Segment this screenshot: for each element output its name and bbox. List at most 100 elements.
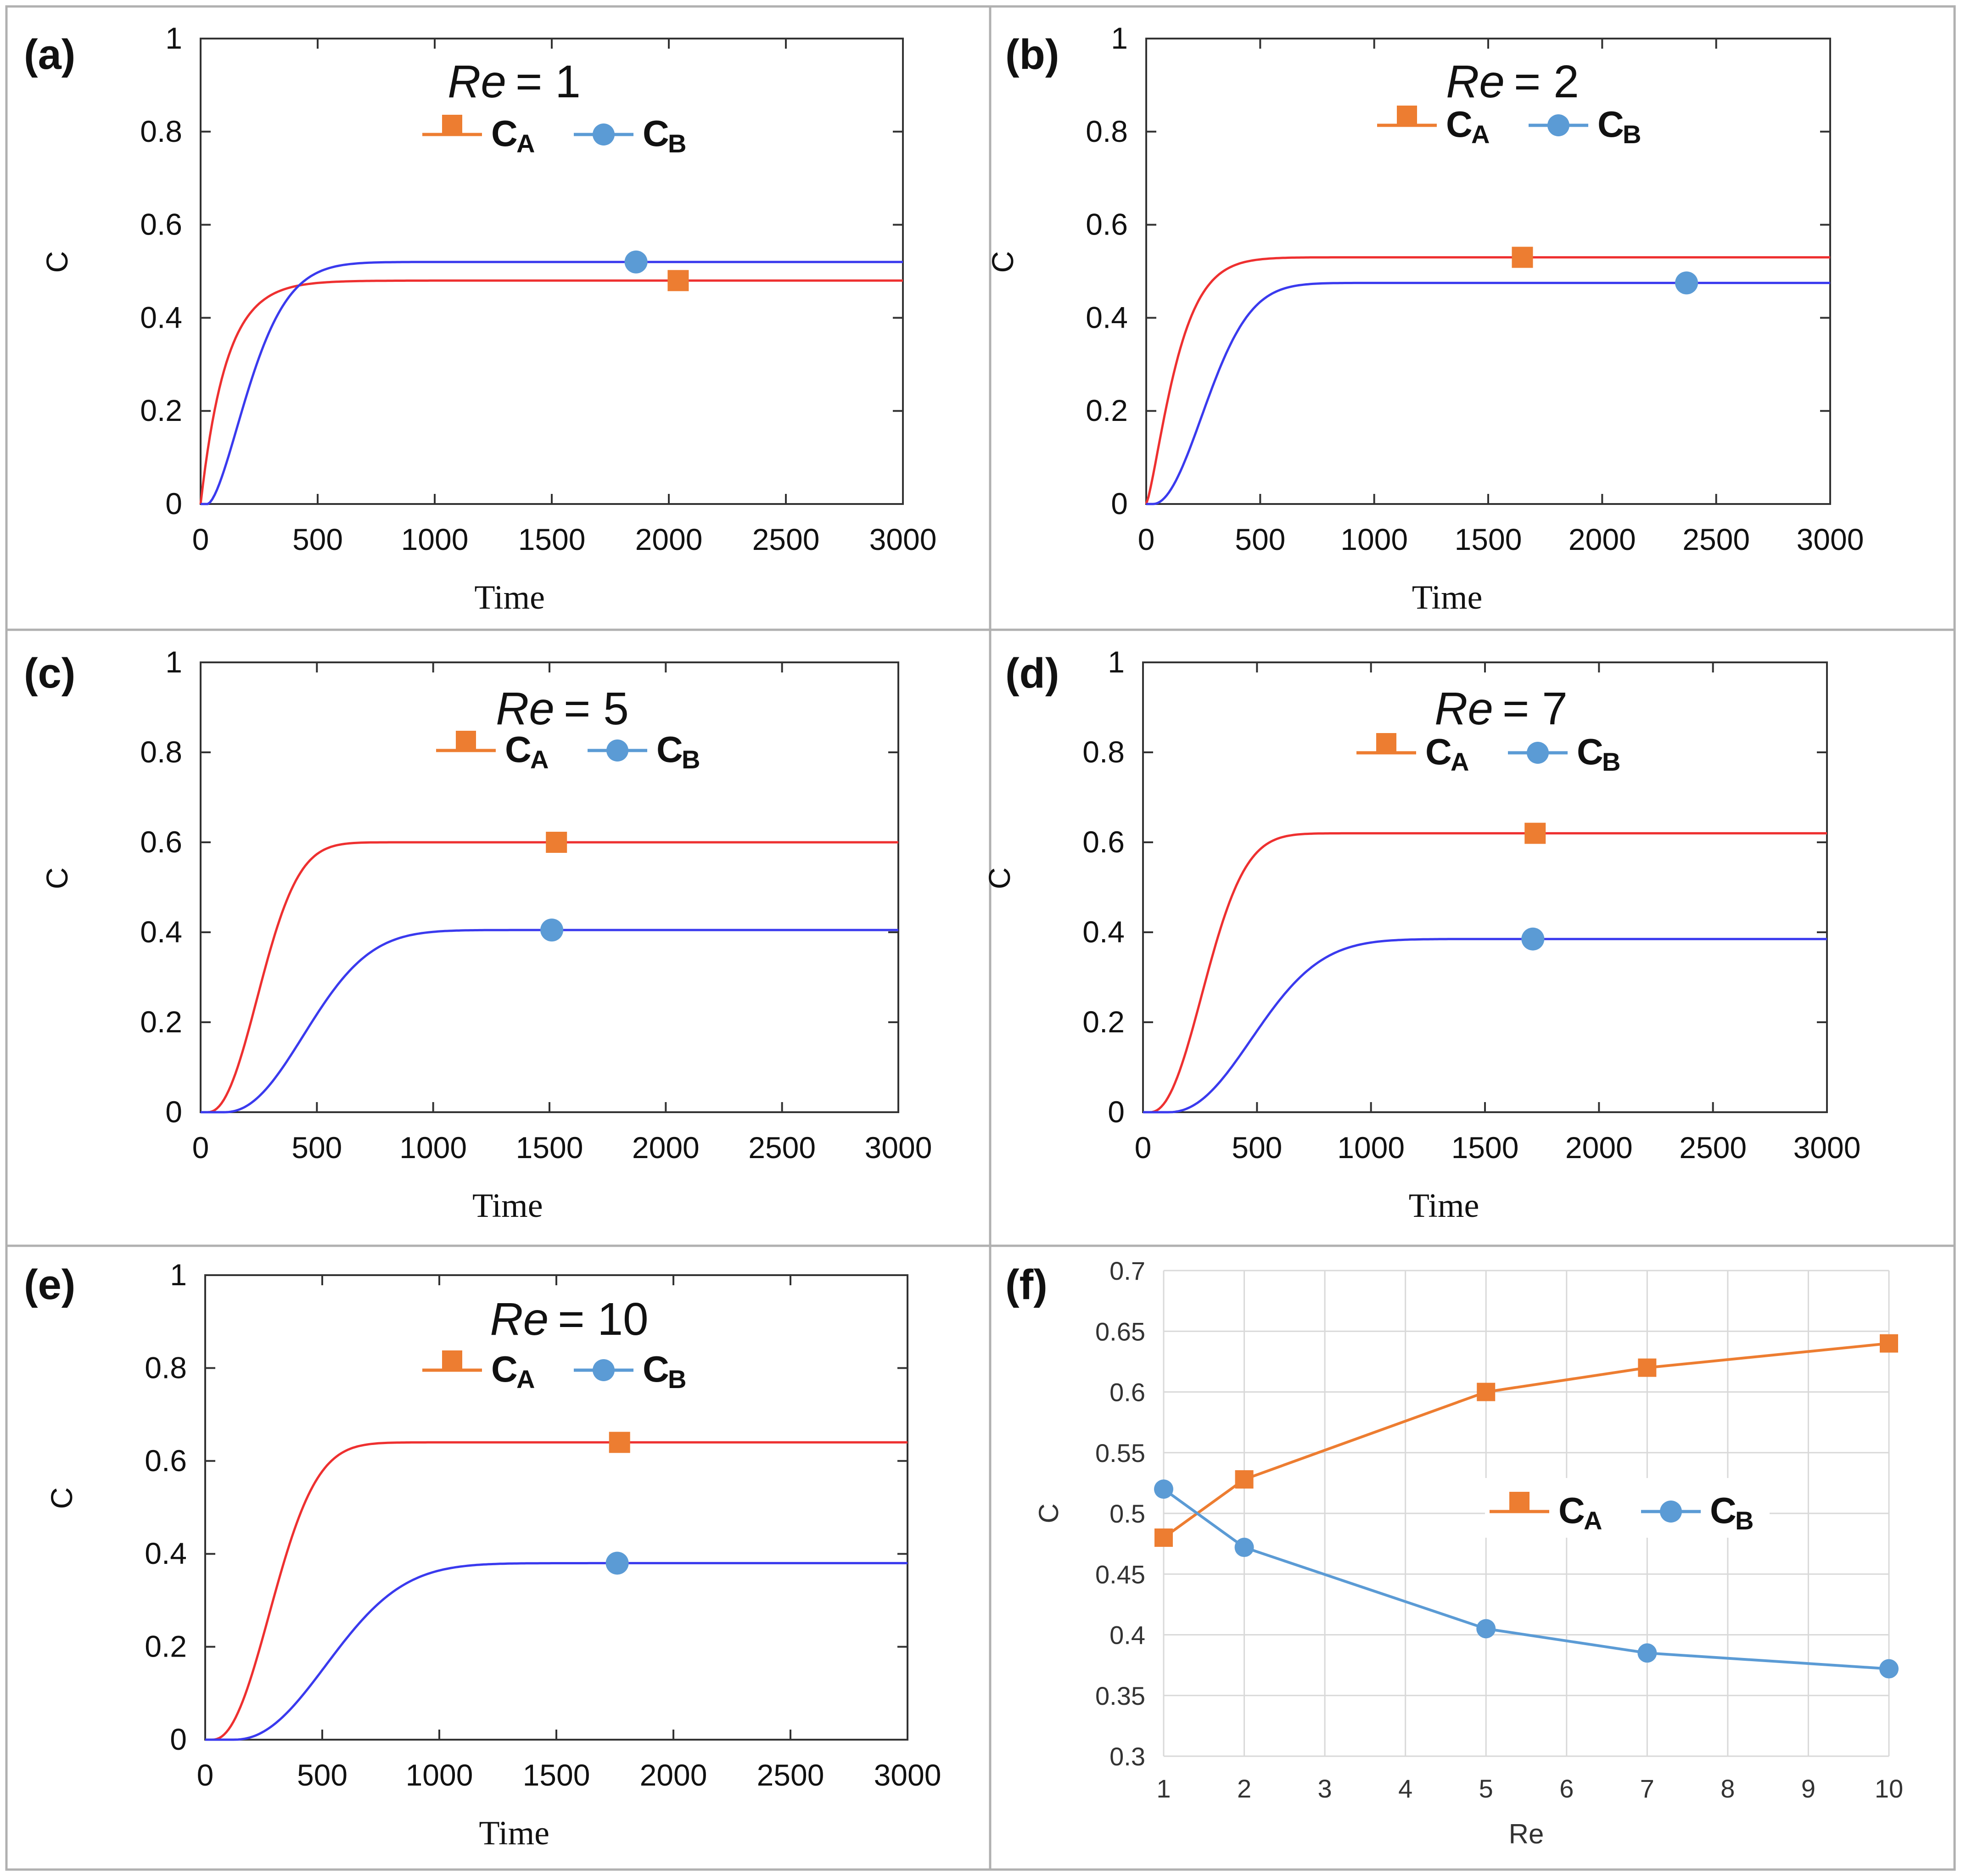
y-tick-label: 0.55 [1095, 1439, 1145, 1467]
data-point-CB [1476, 1619, 1496, 1639]
y-tick-label: 0.45 [1095, 1560, 1145, 1589]
y-tick-label: 0 [170, 1722, 187, 1756]
panel-a: (a) 0 0.2 0.4 0.6 0.8 1 0 500 1000 1500 2000 2500 300… [24, 21, 936, 616]
x-tick-label: 1500 [518, 522, 586, 556]
data-marker-CB [1521, 927, 1545, 951]
y-tick-label: 0.5 [1109, 1499, 1145, 1528]
legend-marker-square [1509, 1492, 1530, 1512]
title-value: = 10 [558, 1294, 648, 1345]
y-tick-label: 0.8 [145, 1350, 187, 1384]
x-tick-label: 1500 [523, 1758, 590, 1792]
data-point-CB [1234, 1538, 1254, 1557]
x-axis-label: Time [1409, 1187, 1479, 1225]
chart-title: Re = 1 [448, 56, 581, 107]
y-tick-label: 0.3 [1109, 1742, 1145, 1771]
panel-grid [5, 5, 1956, 1871]
y-tick-label: 0.8 [1086, 114, 1128, 148]
y-tick-label: 0.6 [145, 1444, 187, 1478]
y-tick-label: 0 [1108, 1095, 1125, 1129]
legend-label-sub: B [1602, 747, 1620, 776]
x-tick-label: 2500 [1679, 1131, 1747, 1165]
data-point-CA [1880, 1334, 1898, 1353]
y-tick-label: 0.2 [1082, 1005, 1125, 1039]
series-line-CA [205, 1441, 908, 1741]
data-marker-CB [624, 250, 648, 274]
x-tick-label: 500 [1235, 522, 1285, 556]
x-tick-label: 1500 [1451, 1131, 1519, 1165]
panel-d: (d) 0 0.2 0.4 0.6 0.8 1 0 500 1000 1500 2000 2500 300… [982, 645, 1860, 1225]
x-tick-label: 2500 [1682, 522, 1750, 556]
series-line-CB [1143, 938, 1827, 1114]
x-tick-label: 3000 [1793, 1131, 1861, 1165]
y-tick-label: 0.4 [1086, 300, 1128, 334]
legend-marker-circle [1527, 742, 1549, 764]
legend-background [1485, 1478, 1770, 1538]
legend-label-sub: B [668, 129, 686, 158]
series-line-CB [205, 1562, 908, 1741]
panel-label: (f) [1005, 1261, 1048, 1308]
legend-label-sub: A [516, 129, 535, 158]
data-marker-CA [609, 1432, 630, 1453]
x-tick-label: 2000 [640, 1758, 707, 1792]
y-tick-label: 0.8 [1082, 735, 1125, 769]
legend-label-main: C [643, 1349, 669, 1389]
x-tick-label: 0 [192, 522, 209, 556]
data-marker-CB [1675, 271, 1698, 295]
y-tick-label: 0.6 [140, 207, 182, 241]
panel-f: (f) 0.3 0.35 0.4 0.45 0.5 0.55 0.6 0.65 0.7 1 2 3 4 5 6… [1005, 1256, 1903, 1849]
x-tick-label: 7 [1640, 1774, 1654, 1803]
legend-marker-square [1376, 733, 1396, 753]
data-point-CB [1879, 1659, 1899, 1679]
x-tick-label: 10 [1875, 1774, 1903, 1803]
data-marker-CB [540, 918, 564, 942]
legend-label-sub: B [682, 745, 700, 774]
panel-label: (d) [1005, 650, 1059, 697]
data-point-CB [1637, 1643, 1657, 1663]
x-tick-label: 1000 [399, 1131, 467, 1165]
x-tick-label: 2000 [1565, 1131, 1633, 1165]
title-value: = 5 [564, 683, 629, 734]
x-tick-label: 9 [1801, 1774, 1815, 1803]
x-tick-label: 3000 [1797, 522, 1864, 556]
x-axis-label: Re [1509, 1819, 1544, 1849]
title-variable: Re [490, 1294, 549, 1345]
x-tick-label: 2500 [748, 1131, 816, 1165]
chart-title: Re = 7 [1434, 683, 1568, 734]
x-tick-label: 0 [197, 1758, 214, 1792]
title-value: = 2 [1514, 56, 1579, 107]
chart-title: Re = 5 [496, 683, 629, 734]
y-tick-label: 0.8 [140, 114, 182, 148]
panel-e: (e) 0 0.2 0.4 0.6 0.8 1 0 500 1000 1500 2000 2500 300… [24, 1258, 941, 1852]
series-line-CB [1146, 281, 1830, 505]
x-tick-label: 0 [192, 1131, 209, 1165]
x-tick-label: 2500 [757, 1758, 824, 1792]
legend-marker-circle [606, 739, 628, 762]
y-axis-label: C [986, 251, 1020, 273]
y-tick-label: 0 [1111, 487, 1128, 521]
y-tick-label: 0 [165, 1095, 182, 1129]
y-tick-label: 1 [165, 645, 182, 679]
data-marker-CB [605, 1551, 629, 1575]
title-value: = 1 [515, 56, 581, 107]
legend-label-sub: A [530, 745, 549, 774]
legend-label-main: C [505, 729, 532, 770]
y-tick-label: 0.65 [1095, 1317, 1145, 1346]
panels: (a)00.20.40.60.810 500 1000 1500 2000 2500 300… [24, 21, 1903, 1852]
panel-label: (b) [1005, 31, 1059, 78]
y-tick-label: 0.2 [140, 393, 182, 427]
panel-label: (c) [24, 650, 75, 697]
x-tick-label: 1500 [1455, 522, 1522, 556]
series-line-CA [1145, 256, 1830, 504]
data-point-CA [1154, 1528, 1173, 1547]
y-tick-label: 0.6 [140, 825, 182, 859]
legend-marker-square [442, 115, 462, 135]
panel-label: (e) [24, 1261, 75, 1308]
data-point-CA [1235, 1470, 1254, 1489]
y-tick-label: 0.2 [1086, 393, 1128, 427]
y-tick-label: 0 [165, 487, 182, 521]
legend-label-sub: A [1471, 120, 1490, 149]
legend-label-main: C [656, 729, 683, 770]
x-tick-label: 500 [1232, 1131, 1282, 1165]
data-point-CB [1154, 1479, 1173, 1499]
legend-label-main: C [643, 113, 669, 154]
